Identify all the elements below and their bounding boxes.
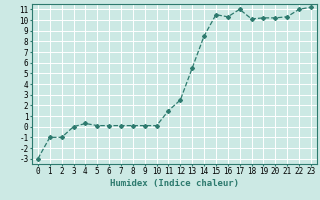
X-axis label: Humidex (Indice chaleur): Humidex (Indice chaleur) — [110, 179, 239, 188]
